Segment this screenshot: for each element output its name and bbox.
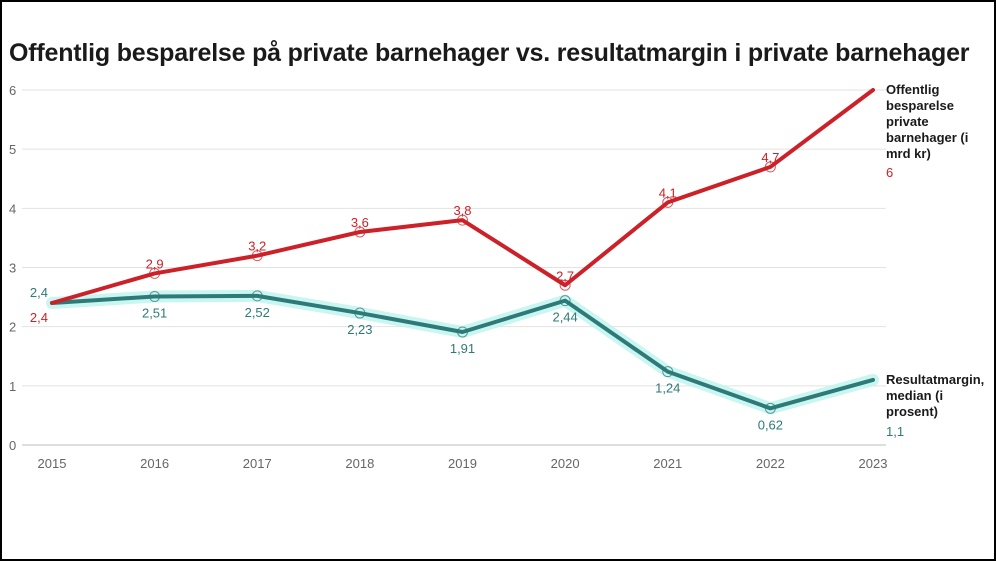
series-1-data-label: 3,6 bbox=[351, 215, 369, 230]
series-2-point bbox=[662, 366, 674, 378]
series-1-point bbox=[457, 214, 468, 226]
series-1-point bbox=[559, 279, 571, 291]
x-tick-label: 2015 bbox=[38, 456, 67, 471]
series-2-end-value: 1,1 bbox=[886, 423, 905, 439]
series-2-data-label: 2,23 bbox=[347, 322, 372, 337]
x-tick-label: 2022 bbox=[756, 456, 785, 471]
series-1-point bbox=[251, 250, 263, 262]
series-1-point bbox=[764, 161, 776, 173]
end-label-series-1: Offentlig besparelse private barnehager … bbox=[886, 82, 992, 181]
series-2-point bbox=[149, 290, 161, 302]
series-2-point bbox=[354, 307, 366, 319]
x-tick-label: 2018 bbox=[345, 456, 374, 471]
series-1-data-label: 2,4 bbox=[30, 310, 48, 325]
x-tick-label: 2021 bbox=[653, 456, 682, 471]
y-tick-label: 4 bbox=[9, 201, 16, 216]
series-2-point bbox=[251, 290, 263, 302]
y-tick-label: 0 bbox=[9, 438, 16, 453]
end-label-series-2: Resultatmargin, median (i prosent) 1,1 bbox=[886, 372, 992, 440]
series-2-name: Resultatmargin, median (i prosent) bbox=[886, 371, 985, 419]
series-2-data-label: 0,62 bbox=[758, 417, 783, 432]
series-2-line bbox=[50, 293, 875, 411]
series-1-data-label: 2,9 bbox=[146, 256, 164, 271]
series-1-data-label: 3,2 bbox=[248, 239, 266, 254]
series-1-name: Offentlig besparelse private barnehager … bbox=[886, 82, 969, 161]
y-tick-label: 6 bbox=[9, 83, 16, 98]
series-2-point bbox=[457, 326, 468, 338]
series-1-data-label: 3,8 bbox=[453, 203, 471, 218]
series-1-data-label: 4,1 bbox=[659, 185, 677, 200]
y-tick-label: 1 bbox=[9, 379, 16, 394]
y-tick-label: 3 bbox=[9, 261, 16, 276]
x-tick-label: 2020 bbox=[551, 456, 580, 471]
chart-title: Offentlig besparelse på private barnehag… bbox=[9, 39, 970, 67]
series-2-data-label: 2,52 bbox=[245, 305, 270, 320]
x-tick-label: 2016 bbox=[140, 456, 169, 471]
series-2-data-label: 2,4 bbox=[30, 285, 48, 300]
x-tick-label: 2019 bbox=[448, 456, 477, 471]
series-1-data-label: 2,7 bbox=[556, 268, 574, 283]
x-tick-label: 2017 bbox=[243, 456, 272, 471]
y-tick-label: 2 bbox=[9, 320, 16, 335]
series-1-point bbox=[662, 196, 674, 208]
series-1-end-value: 6 bbox=[886, 165, 894, 180]
y-tick-label: 5 bbox=[9, 142, 16, 157]
series-1-line bbox=[50, 88, 875, 305]
series-1-point bbox=[149, 267, 161, 279]
series-2-point bbox=[764, 402, 776, 414]
series-2-point bbox=[559, 295, 571, 307]
series-2-data-label: 2,44 bbox=[552, 310, 577, 325]
series-2-data-label: 1,91 bbox=[450, 341, 475, 356]
series-1-data-label: 4,7 bbox=[761, 150, 779, 165]
x-tick-label: 2023 bbox=[859, 456, 888, 471]
series-2-data-label: 1,24 bbox=[655, 381, 680, 396]
series-1-point bbox=[354, 226, 366, 238]
series-2-data-label: 2,51 bbox=[142, 305, 167, 320]
